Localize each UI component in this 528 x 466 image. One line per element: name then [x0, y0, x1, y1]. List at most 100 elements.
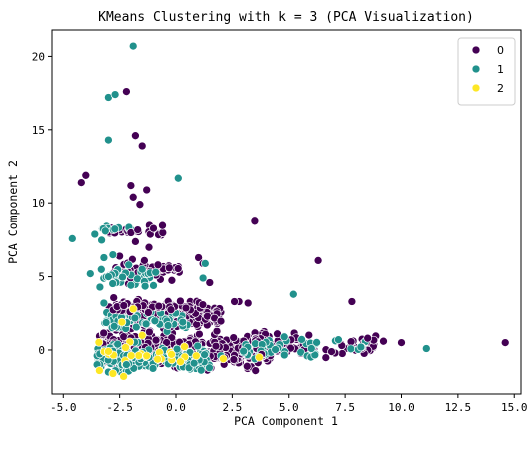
- scatter-point-series-1: [118, 272, 127, 282]
- scatter-point-series-1: [110, 90, 120, 99]
- scatter-point-series-1: [189, 358, 199, 368]
- scatter-point-series-0: [142, 185, 152, 195]
- scatter-point-series-0: [397, 338, 406, 347]
- scatter-point-series-0: [181, 303, 191, 313]
- scatter-point-series-1: [67, 234, 77, 243]
- scatter-point-series-1: [97, 235, 106, 245]
- scatter-point-series-0: [76, 178, 86, 187]
- scatter-point-series-2: [108, 369, 118, 378]
- scatter-point-series-0: [243, 298, 253, 308]
- scatter-point-series-1: [109, 321, 119, 331]
- scatter-point-series-2: [167, 350, 176, 359]
- y-tick-label: 20: [32, 50, 45, 63]
- scatter-point-series-0: [131, 131, 140, 141]
- scatter-point-series-0: [500, 338, 510, 347]
- scatter-point-series-2: [142, 351, 152, 361]
- scatter-point-series-2: [128, 304, 138, 314]
- scatter-point-series-0: [250, 216, 260, 226]
- scatter-point-series-1: [99, 298, 109, 308]
- scatter-point-series-2: [119, 372, 128, 381]
- scatter-point-series-2: [95, 366, 104, 375]
- legend-label-1: 1: [497, 63, 504, 76]
- chart-title: KMeans Clustering with k = 3 (PCA Visual…: [98, 10, 474, 25]
- scatter-point-series-0: [363, 333, 373, 343]
- x-tick-label: 7.5: [335, 401, 355, 414]
- scatter-point-series-0: [229, 355, 239, 364]
- scatter-point-series-2: [176, 357, 185, 367]
- scatter-point-series-0: [122, 87, 131, 96]
- y-tick-label: 15: [32, 124, 45, 137]
- scatter-point-series-1: [193, 341, 203, 351]
- scatter-point-series-1: [131, 322, 141, 332]
- scatter-point-series-0: [212, 326, 222, 336]
- legend: 0 1 2: [457, 37, 516, 106]
- y-axis-label: PCA Component 2: [6, 160, 20, 264]
- scatter-point-series-2: [153, 354, 162, 364]
- scatter-point-series-0: [145, 327, 154, 337]
- scatter-point-series-1: [126, 280, 136, 290]
- legend-label-2: 2: [497, 82, 504, 95]
- scatter-point-series-0: [195, 329, 204, 339]
- scatter-point-series-1: [334, 335, 343, 345]
- scatter-point-series-0: [337, 349, 347, 358]
- scatter-point-series-0: [166, 305, 176, 315]
- scatter-point-series-0: [153, 260, 163, 270]
- scatter-point-series-1: [346, 344, 356, 354]
- scatter-point-series-0: [99, 328, 109, 338]
- scatter-point-series-1: [239, 346, 249, 356]
- scatter-point-series-0: [230, 297, 239, 306]
- scatter-point-series-1: [279, 350, 289, 360]
- scatter-point-series-0: [149, 223, 158, 233]
- scatter-point-series-2: [137, 330, 147, 340]
- scatter-point-series-0: [126, 181, 136, 190]
- x-tick-label: 15.0: [501, 401, 528, 414]
- x-tick-label: 12.5: [445, 401, 472, 414]
- scatter-point-series-0: [203, 311, 212, 321]
- scatter-point-series-0: [158, 220, 167, 230]
- scatter-point-series-1: [297, 335, 306, 344]
- scatter-point-series-0: [379, 336, 388, 346]
- scatter-point-series-1: [128, 41, 138, 51]
- x-axis-label: PCA Component 1: [234, 414, 338, 428]
- scatter-point-series-0: [194, 253, 203, 262]
- scatter-point-series-0: [327, 347, 336, 356]
- scatter-point-series-0: [313, 256, 323, 265]
- scatter-point-series-1: [163, 321, 173, 330]
- scatter-point-series-2: [180, 342, 189, 351]
- legend-marker-0: [471, 45, 481, 55]
- scatter-point-series-0: [216, 316, 226, 326]
- scatter-point-series-0: [151, 335, 161, 345]
- scatter-point-series-0: [176, 296, 185, 306]
- scatter-point-series-1: [85, 269, 95, 278]
- scatter-point-series-0: [144, 242, 154, 252]
- scatter-point-series-1: [122, 360, 131, 369]
- scatter-point-series-0: [229, 333, 239, 342]
- scatter-point-series-0: [164, 263, 174, 273]
- scatter-point-series-2: [191, 351, 201, 361]
- scatter-point-series-1: [141, 319, 151, 329]
- scatter-point-series-1: [198, 273, 208, 283]
- scatter-point-series-1: [104, 135, 113, 145]
- scatter-point-series-1: [173, 173, 183, 183]
- scatter-point-series-1: [312, 338, 321, 347]
- scatter-point-series-2: [126, 351, 136, 360]
- scatter-point-series-1: [124, 260, 134, 270]
- legend-marker-1: [471, 64, 481, 74]
- scatter-point-series-1: [200, 350, 209, 359]
- scatter-point-series-0: [347, 297, 357, 306]
- scatter-point-series-1: [178, 317, 188, 327]
- scatter-point-series-1: [196, 365, 206, 375]
- scatter-point-series-1: [421, 344, 431, 353]
- x-axis-ticks: -5.0 -2.5 0.0 2.5 5.0 7.5 10.0 12.5 15.0: [50, 394, 527, 414]
- scatter-point-series-1: [205, 363, 214, 373]
- legend-label-0: 0: [497, 44, 504, 57]
- scatter-point-series-1: [101, 318, 111, 327]
- scatter-point-series-1: [356, 342, 366, 352]
- scatter-point-series-1: [150, 316, 160, 326]
- scatter-point-series-0: [198, 300, 208, 309]
- scatter-point-series-1: [99, 253, 109, 262]
- scatter-point-series-1: [96, 264, 106, 274]
- scatter-point-series-1: [140, 281, 150, 291]
- scatter-point-series-0: [205, 278, 215, 287]
